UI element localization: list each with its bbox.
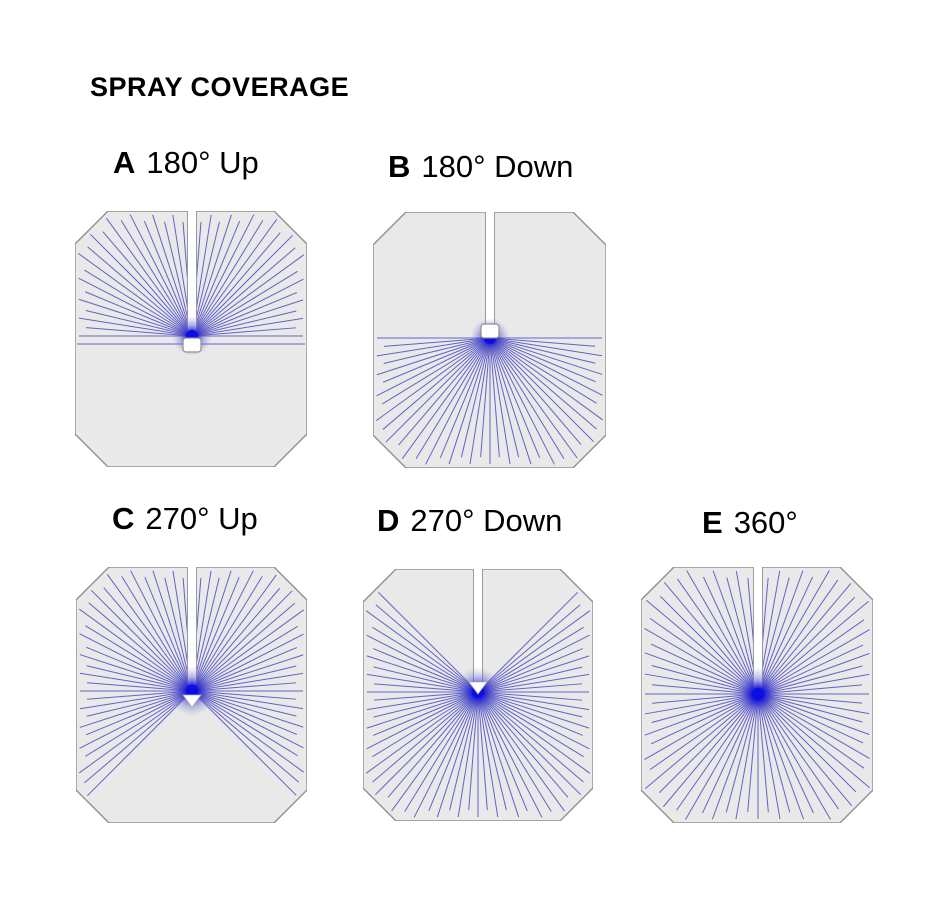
panel-a-caption: 180° Up bbox=[146, 145, 259, 180]
panel-b-caption: 180° Down bbox=[421, 149, 574, 184]
drop-pipe bbox=[485, 212, 495, 324]
panel-e-caption: 360° bbox=[733, 505, 798, 540]
panel-c-letter: C bbox=[112, 501, 135, 536]
panel-d-label: D 270° Down bbox=[377, 504, 562, 538]
panel-d-letter: D bbox=[377, 503, 400, 538]
spray-panel-b bbox=[373, 212, 606, 468]
drop-pipe bbox=[187, 567, 197, 685]
panel-a-label: A 180° Up bbox=[113, 146, 259, 180]
panel-b-label: B 180° Down bbox=[388, 150, 573, 184]
page-title: SPRAY COVERAGE bbox=[90, 72, 350, 102]
panel-c-caption: 270° Up bbox=[145, 501, 258, 536]
nozzle bbox=[480, 323, 500, 339]
panel-e-label: E 360° bbox=[702, 506, 798, 540]
drop-pipe bbox=[753, 567, 763, 689]
spray-center bbox=[186, 685, 198, 697]
panel-d-caption: 270° Down bbox=[410, 503, 563, 538]
drop-pipe bbox=[187, 211, 197, 331]
panel-a-letter: A bbox=[113, 145, 136, 180]
spray-panel-d bbox=[363, 569, 593, 821]
nozzle bbox=[182, 694, 202, 708]
spray-panel-a bbox=[75, 211, 307, 467]
nozzle bbox=[182, 337, 202, 353]
spray-center bbox=[752, 688, 764, 700]
spray-panel-e bbox=[641, 567, 873, 823]
panel-c-label: C 270° Up bbox=[112, 502, 258, 536]
nozzle bbox=[468, 681, 488, 695]
spray-panel-c bbox=[76, 567, 307, 823]
drop-pipe bbox=[473, 569, 483, 682]
panel-b-letter: B bbox=[388, 149, 411, 184]
panel-e-letter: E bbox=[702, 505, 723, 540]
